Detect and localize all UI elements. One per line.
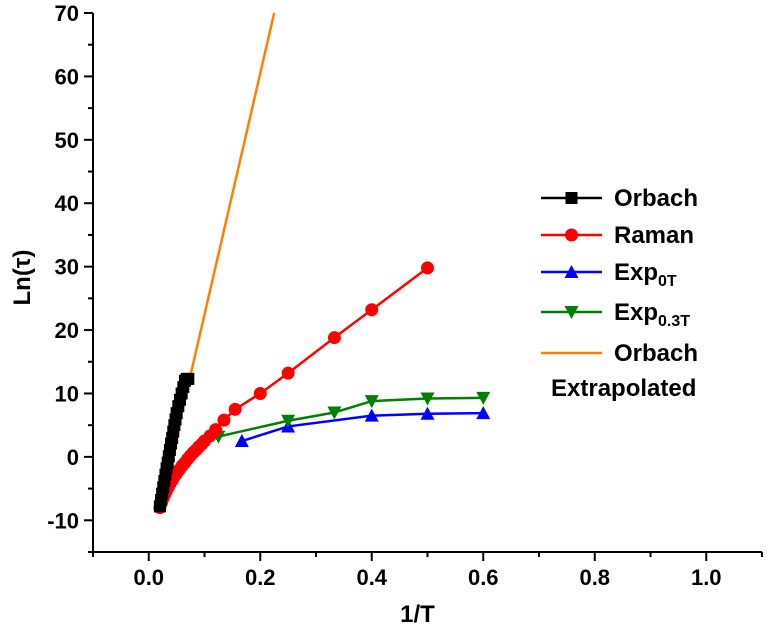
legend-item-raman: Raman [541,222,694,249]
y-tick-label-1: 0 [67,445,79,470]
data-point-raman-23 [228,402,242,416]
legend-label-exp03t: Exp0.3T [614,299,690,330]
x-tick-label-4: 0.8 [579,565,610,590]
legend-item-orbach: Orbach [541,185,698,212]
series-orbach [153,372,195,513]
data-point-raman-24 [253,386,267,400]
y-tick-label-2: 10 [55,381,79,406]
legend-label-orbach_extrap: Orbach [614,340,698,367]
legend-label-text: Exp [614,299,658,326]
x-tick-label-5: 1.0 [691,565,722,590]
data-point-orbach-22 [182,372,195,385]
x-axis-title: 1/T [400,601,435,628]
legend-label-text: Orbach [614,340,698,367]
legend-item-orbach_extrap: Orbach Extrapolated [541,340,698,402]
legend: OrbachRamanExp0TExp0.3TOrbachExtrapolate… [541,185,698,402]
data-point-raman-25 [281,366,295,380]
y-tick-label-0: -10 [47,508,79,533]
y-tick-label-4: 30 [55,255,79,280]
legend-label-line2-orbach_extrap: Extrapolated [551,375,696,402]
data-point-exp0t-0 [234,434,249,448]
data-point-exp03t-4 [420,392,435,406]
data-point-exp0t-4 [476,406,491,420]
y-tick-label-3: 20 [55,318,79,343]
plot-area [153,13,491,515]
y-axis-title: Ln(τ) [9,249,36,305]
y-tick-label-5: 40 [55,191,79,216]
y-tick-label-6: 50 [55,128,79,153]
legend-label-exp0t: Exp0T [614,259,677,290]
y-tick-label-7: 60 [55,64,79,89]
legend-label-text: Raman [614,222,694,249]
data-point-raman-26 [327,331,341,345]
data-point-exp03t-5 [476,391,491,405]
data-point-exp03t-3 [364,395,379,409]
legend-item-exp0t: Exp0T [541,259,677,290]
series-line-exp03t [218,396,484,438]
axes: 0.0 0.2 0.4 0.6 0.8 1.0 -10 0 10 20 30 40 50 60 70 1/T L… [9,1,763,628]
legend-label-text: Exp [614,259,658,286]
legend-swatch-marker-exp0t [564,265,579,278]
data-point-exp03t-1 [281,414,296,428]
legend-label-text: Orbach [614,185,698,212]
legend-label-raman: Raman [614,222,694,249]
x-tick-label-1: 0.2 [245,565,276,590]
series-exp03t [211,391,491,444]
data-point-raman-22 [217,413,231,427]
x-tick-label-0: 0.0 [133,565,164,590]
y-tick-label-8: 70 [55,1,79,26]
legend-item-exp03t: Exp0.3T [541,299,690,330]
data-point-orbach-0 [153,500,166,513]
data-point-exp0t-2 [364,408,379,422]
legend-swatch-marker-raman [565,228,578,242]
data-point-raman-28 [421,261,434,275]
x-tick-label-2: 0.4 [356,565,387,590]
legend-swatch-marker-exp03t [564,306,579,319]
legend-label-subscript: 0.3T [658,313,690,330]
data-point-exp0t-3 [420,406,435,420]
legend-swatch-marker-orbach [565,192,578,204]
x-tick-label-3: 0.6 [468,565,499,590]
legend-label-subscript: 0T [658,273,677,290]
data-point-exp03t-2 [327,406,342,420]
data-point-raman-27 [365,303,379,317]
data-point-raman-21 [209,423,223,437]
legend-label-orbach: Orbach [614,185,698,212]
